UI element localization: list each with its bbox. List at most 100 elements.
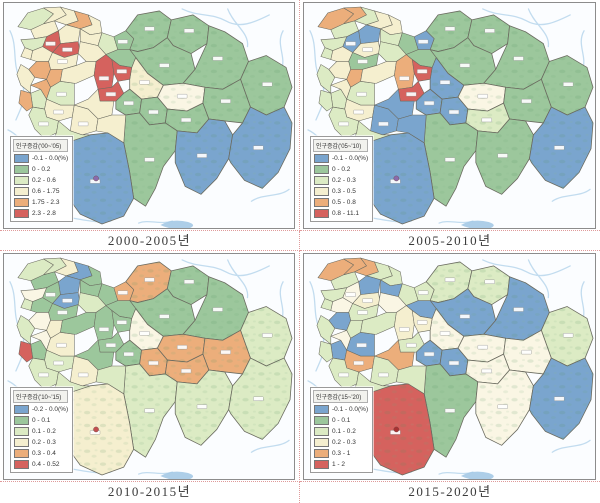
legend-item-label: 0.3 - 1	[332, 450, 351, 457]
legend-item-label: 0.6 - 1.75	[32, 188, 60, 195]
district-label-chip	[177, 93, 188, 99]
district-label-chip	[148, 109, 159, 115]
district-label-chip	[116, 320, 127, 325]
legend-item: 0.3 - 0.4	[14, 449, 68, 458]
legend-item-label: 0.3 - 0.5	[332, 188, 356, 195]
legend-color-chip	[314, 438, 329, 447]
district-d07	[358, 24, 381, 44]
district-label-chip	[253, 145, 264, 150]
district-label-chip	[477, 344, 488, 350]
district-sw4	[318, 89, 334, 112]
legend-item-label: 0.2 - 0.6	[32, 177, 56, 184]
district-label-chip	[144, 408, 155, 413]
district-label-chip	[144, 157, 155, 162]
district-label-chip	[45, 292, 56, 297]
district-label-chip	[497, 404, 508, 409]
district-label-chip	[45, 41, 56, 46]
district-label-chip	[338, 121, 349, 127]
legend-item: -0.1 - 0.0(%)	[314, 154, 368, 163]
caption-cell: 2015-2020년	[300, 482, 600, 503]
district-swE	[396, 114, 427, 144]
district-label-chip	[378, 121, 389, 127]
district-sw4	[18, 340, 33, 363]
river-line	[482, 8, 571, 26]
district-label-chip	[196, 153, 208, 158]
legend-item: 0.2 - 0.3	[314, 438, 368, 447]
district-label-chip	[56, 92, 67, 97]
water-body	[160, 220, 194, 228]
legend-color-chip	[314, 405, 329, 414]
district-d07	[58, 275, 81, 295]
district-label-chip	[378, 372, 389, 378]
district-sw4	[318, 340, 334, 363]
legend-color-chip	[14, 209, 29, 218]
legend-item-label: -0.1 - 0.0(%)	[332, 406, 369, 413]
legend-item-label: -0.1 - 0.0(%)	[32, 155, 69, 162]
district-label-chip	[220, 349, 231, 355]
legend-item: 0.2 - 0.3	[14, 438, 68, 447]
river-line	[227, 259, 249, 299]
legend-title: 인구증감('10~'15)	[13, 390, 69, 403]
district-label-chip	[123, 351, 134, 357]
legend-color-chip	[14, 198, 29, 207]
map-caption-2015-2020: 2015-2020년	[408, 484, 492, 499]
terrain-texture	[430, 308, 464, 351]
district-d19	[16, 315, 35, 345]
terrain-texture	[430, 57, 464, 100]
choropleth-map-2005-2010	[307, 6, 594, 228]
legend-item: 0.2 - 0.6	[14, 176, 68, 185]
legend-color-chip	[14, 165, 29, 174]
district-label-chip	[439, 331, 451, 336]
legend-color-chip	[314, 460, 329, 469]
legend-color-chip	[14, 187, 29, 196]
city-marker-dot	[93, 426, 99, 433]
terrain-texture	[125, 261, 172, 303]
legend-item-label: 0.5 - 0.8	[332, 199, 356, 206]
map-caption-2010-2015: 2010-2015년	[107, 484, 192, 499]
district-d07	[358, 275, 381, 295]
legend-2000-2005: 인구증감('00~'05) -0.1 - 0.0(%) 0 - 0.2 0.2 …	[10, 136, 74, 222]
legend-item: 0.8 - 11.1	[314, 209, 368, 218]
legend-item-label: 0 - 0.2	[32, 166, 51, 173]
terrain-texture	[129, 288, 196, 337]
district-label-chip	[262, 82, 273, 87]
terrain-texture	[129, 37, 196, 86]
district-label-chip	[38, 121, 49, 127]
river-line	[181, 8, 270, 26]
water-body	[160, 471, 194, 479]
district-label-chip	[212, 307, 223, 312]
district-label-chip	[78, 121, 89, 127]
city-marker-dot	[393, 426, 400, 433]
legend-item-label: 0.1 - 0.2	[332, 428, 356, 435]
river-line	[250, 188, 290, 202]
district-label-chip	[53, 360, 64, 366]
district-label-chip	[220, 98, 231, 104]
district-label-chip	[406, 343, 417, 348]
legend-item-label: 0 - 0.2	[332, 166, 351, 173]
terrain-texture	[426, 10, 472, 52]
district-label-chip	[62, 47, 73, 52]
district-label-chip	[98, 76, 110, 81]
legend-color-chip	[14, 176, 29, 185]
legend-item: 1 - 2	[314, 460, 368, 469]
district-label-chip	[418, 39, 429, 44]
terrain-texture	[430, 288, 496, 337]
legend-item: 0.6 - 1.75	[14, 187, 68, 196]
terrain-texture	[125, 10, 172, 52]
legend-title: 인구증감('00~'05)	[13, 139, 69, 152]
map-panel-2000-2005: 인구증감('00~'05) -0.1 - 0.0(%) 0 - 0.2 0.2 …	[3, 2, 295, 229]
caption-cell: 2000-2005년	[0, 231, 300, 251]
river-line	[527, 8, 549, 48]
legend-item-label: 0.3 - 0.4	[32, 450, 56, 457]
legend-color-chip	[14, 416, 29, 425]
legend-color-chip	[314, 187, 329, 196]
district-label-chip	[353, 109, 364, 115]
district-label-chip	[484, 28, 495, 33]
legend-item: -0.1 - 0.0(%)	[314, 405, 368, 414]
district-label-chip	[554, 396, 565, 401]
legend-color-chip	[14, 154, 29, 163]
district-label-chip	[521, 98, 532, 104]
district-label-chip	[481, 368, 492, 374]
legend-item-label: -0.2 - 0.0(%)	[32, 406, 69, 413]
legend-item: 1.75 - 2.3	[14, 198, 68, 207]
